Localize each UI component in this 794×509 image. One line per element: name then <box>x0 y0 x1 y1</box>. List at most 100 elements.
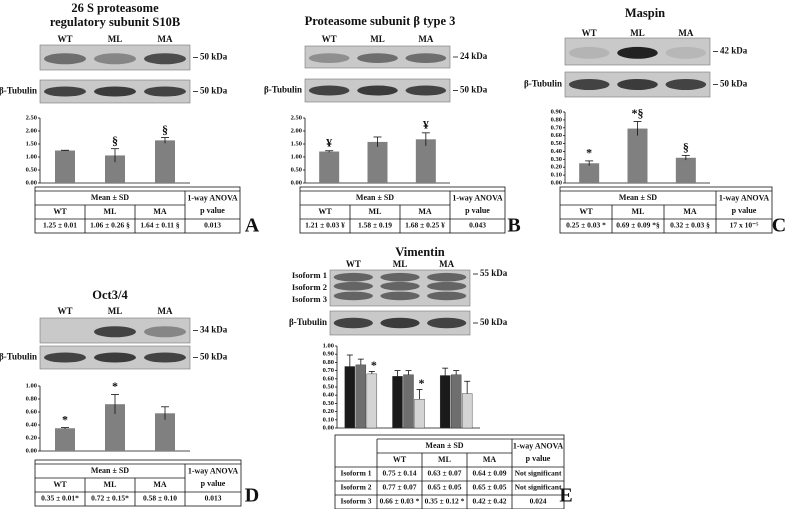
panel-letter: C <box>772 215 786 237</box>
table-cell: 1.21 ± 0.03 ¥ <box>305 221 345 230</box>
table-column: WT <box>579 207 593 216</box>
significance-mark: § <box>683 140 689 154</box>
table-column: WT <box>318 207 332 216</box>
table-cell: 1.64 ± 0.11 § <box>140 221 180 230</box>
lane-label: WT <box>322 34 337 44</box>
table-frame <box>334 434 565 509</box>
y-tick-label: 0.70 <box>551 124 562 131</box>
size-marker: 24 kDa <box>460 51 488 61</box>
table-cell: 1.06 ± 0.26 § <box>90 221 130 230</box>
table-cell: 0.75 ± 0.14 <box>382 469 416 478</box>
panel-title: Maspin <box>625 6 665 20</box>
y-tick-label: 0.30 <box>323 400 334 407</box>
size-marker: 42 kDa <box>720 46 748 56</box>
isoform-label: Isoform 2 <box>292 282 327 292</box>
table-cell: 0.013 <box>204 221 221 230</box>
y-tick-label: 0.00 <box>26 179 37 186</box>
y-tick-label: 0.20 <box>26 434 37 441</box>
y-tick-label: 1.00 <box>291 153 302 160</box>
band <box>617 79 658 90</box>
tubulin-label: β-Tubulin <box>289 317 327 327</box>
table-header: Mean ± SD <box>91 193 129 202</box>
table-cell: 0.32 ± 0.03 § <box>670 221 710 230</box>
y-tick-label: 0.60 <box>323 375 334 382</box>
y-tick-label: 0.20 <box>323 408 334 415</box>
band <box>405 85 447 96</box>
table-cell: Isoform 3 <box>340 497 371 506</box>
y-tick-label: 0.00 <box>551 179 562 186</box>
bar <box>415 139 436 183</box>
table-column: MA <box>683 207 697 216</box>
y-tick-label: 0.50 <box>26 166 37 173</box>
lane-label: MA <box>418 34 433 44</box>
table-cell: Not significant <box>515 483 562 492</box>
y-tick-label: 0.00 <box>323 424 334 431</box>
y-tick-label: 0.90 <box>323 351 334 358</box>
band <box>380 281 420 291</box>
significance-mark: § <box>162 122 168 136</box>
significance-mark: * <box>112 379 118 393</box>
size-marker: 50 kDa <box>200 352 228 362</box>
y-tick-label: 0.50 <box>323 383 334 390</box>
table-header: p value <box>465 206 490 215</box>
significance-mark: ¥ <box>326 136 332 150</box>
table-cell: 1.25 ± 0.01 <box>43 221 77 230</box>
y-tick-label: 0.80 <box>551 116 562 123</box>
band <box>144 352 186 363</box>
band <box>94 352 136 363</box>
table-header: p value <box>200 206 225 215</box>
table-cell: 0.77 ± 0.07 <box>382 483 416 492</box>
table-cell: Isoform 1 <box>340 469 371 478</box>
table-cell: 0.25 ± 0.03 * <box>566 221 606 230</box>
bar <box>439 375 451 429</box>
panel-title: Oct3/4 <box>92 288 128 302</box>
table-column: WT <box>393 455 407 464</box>
table-frame <box>299 186 506 234</box>
isoform-label: Isoform 3 <box>292 294 327 304</box>
panel-letter: D <box>245 485 259 507</box>
size-marker: 34 kDa <box>200 325 228 335</box>
size-marker: 50 kDa <box>480 317 508 327</box>
y-tick-label: 0.00 <box>26 447 37 454</box>
table-frame <box>559 186 773 234</box>
table-cell: 1.68 ± 0.25 ¥ <box>405 221 445 230</box>
table-column: ML <box>369 207 382 216</box>
lane-label: MA <box>158 306 173 316</box>
table-cell: Isoform 2 <box>340 483 371 492</box>
isoform-label: Isoform 1 <box>292 270 327 280</box>
significance-mark: ¥ <box>423 118 429 132</box>
band <box>405 53 447 63</box>
table-cell: 0.63 ± 0.07 <box>427 469 461 478</box>
size-marker: 50 kDa <box>200 52 228 62</box>
bar <box>403 374 414 429</box>
table-cell: 0.043 <box>469 221 486 230</box>
tubulin-label: β-Tubulin <box>264 85 302 95</box>
band <box>333 317 373 329</box>
band <box>665 79 707 90</box>
table-column: MA <box>483 455 497 464</box>
band <box>333 291 373 301</box>
y-tick-label: 0.50 <box>551 140 562 147</box>
band <box>427 317 467 329</box>
band <box>380 272 420 282</box>
y-tick-label: 1.00 <box>26 382 37 389</box>
table-cell: 0.64 ± 0.09 <box>472 469 506 478</box>
band <box>144 86 186 97</box>
tubulin-label: β-Tubulin <box>0 86 37 96</box>
table-cell: 0.66 ± 0.03 * <box>380 497 420 506</box>
y-tick-label: 1.00 <box>26 153 37 160</box>
table-header: Mean ± SD <box>91 466 129 475</box>
y-tick-label: 0.00 <box>291 179 302 186</box>
table-column: MA <box>153 207 167 216</box>
y-tick-label: 0.50 <box>291 166 302 173</box>
y-tick-label: 0.80 <box>26 395 37 402</box>
bar <box>461 393 473 429</box>
band <box>333 281 373 291</box>
table-column: WT <box>53 207 67 216</box>
tubulin-label: β-Tubulin <box>524 79 562 89</box>
table-header: Mean ± SD <box>356 193 394 202</box>
y-tick-label: 0.60 <box>551 132 562 139</box>
lane-label: ML <box>393 259 408 269</box>
table-cell: 0.42 ± 0.42 <box>472 497 506 506</box>
y-tick-label: 2.00 <box>291 127 302 134</box>
